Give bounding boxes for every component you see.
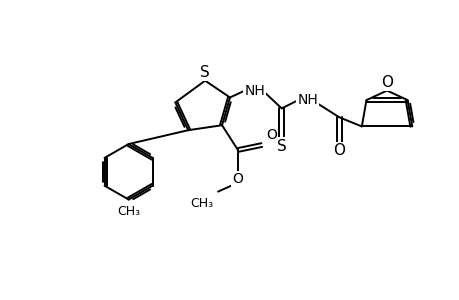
Text: S: S xyxy=(276,139,286,154)
Text: O: O xyxy=(232,172,243,186)
Text: NH: NH xyxy=(297,94,317,107)
Text: O: O xyxy=(380,75,392,90)
Text: CH₃: CH₃ xyxy=(117,205,140,218)
Text: CH₃: CH₃ xyxy=(190,196,213,210)
Text: NH: NH xyxy=(244,84,265,98)
Text: S: S xyxy=(200,65,210,80)
Text: O: O xyxy=(265,128,276,142)
Text: O: O xyxy=(333,143,345,158)
